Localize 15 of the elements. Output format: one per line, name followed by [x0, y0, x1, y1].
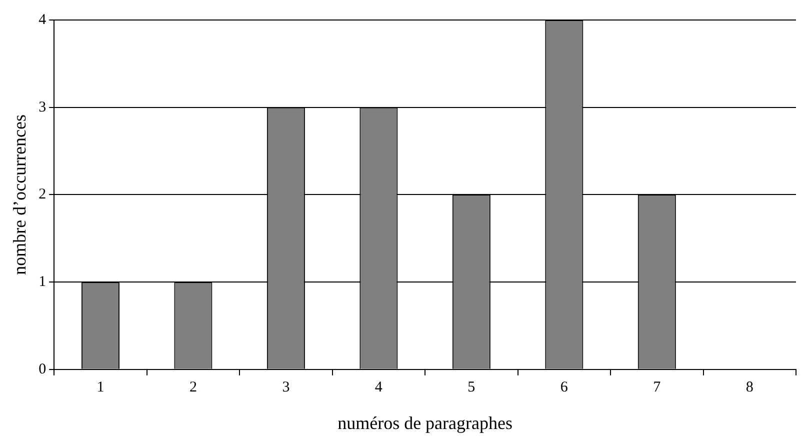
x-tick-label: 1: [96, 379, 104, 396]
x-axis-title: numéros de paragraphes: [338, 412, 513, 433]
y-axis-title: nombre d’occurrences: [10, 114, 30, 275]
y-tick-label: 1: [38, 274, 46, 290]
x-tick-label: 4: [374, 379, 383, 396]
x-tick-label: 5: [468, 379, 476, 396]
x-tick-label: 7: [653, 379, 662, 396]
x-tick-label: 8: [746, 379, 754, 396]
x-tick-label: 3: [282, 379, 290, 396]
x-tick-label: 2: [189, 379, 197, 396]
y-tick-label: 3: [38, 99, 46, 116]
x-tick-label: 6: [560, 379, 568, 396]
y-tick-label: 0: [38, 361, 46, 378]
y-tick-label: 2: [38, 186, 46, 203]
y-tick-label: 4: [38, 12, 47, 28]
